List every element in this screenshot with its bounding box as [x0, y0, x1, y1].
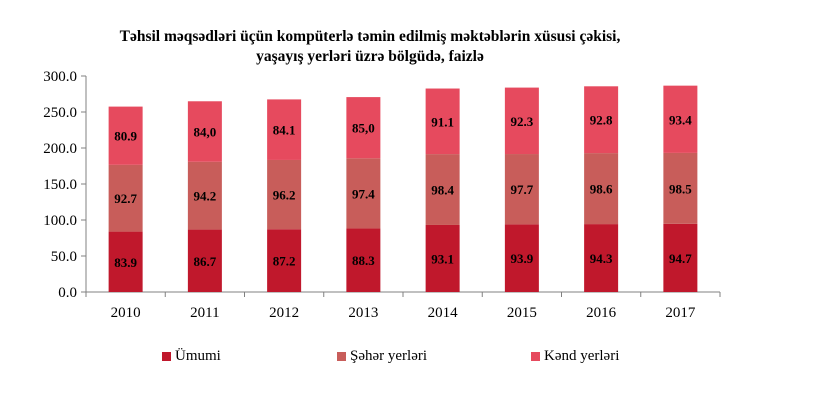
data-label-seher: 97.7: [511, 182, 534, 197]
data-label-kend: 93.4: [669, 112, 692, 127]
x-tick-label: 2015: [507, 305, 537, 321]
x-tick-label: 2013: [348, 305, 378, 321]
data-label-umumi: 87.2: [273, 254, 296, 269]
bar-segment-kend: [425, 88, 460, 155]
data-label-kend: 80.9: [114, 129, 137, 144]
legend-item-kend: Kənd yerləri: [531, 348, 619, 365]
legend-label-umumi: Ümumi: [175, 348, 221, 364]
bar-segment-umumi: [267, 229, 302, 292]
data-label-seher: 98.6: [590, 182, 613, 197]
data-label-umumi: 86.7: [194, 254, 217, 269]
y-tick-label: 100.0: [43, 213, 77, 229]
bar-segment-seher: [504, 154, 539, 225]
data-label-seher: 98.5: [669, 181, 692, 196]
data-label-umumi: 93.9: [511, 251, 534, 266]
bar-segment-kend: [584, 86, 619, 154]
legend-swatch-umumi: [162, 352, 171, 361]
data-label-kend: 92.3: [511, 114, 534, 129]
bar-segment-kend: [267, 99, 302, 160]
data-label-seher: 92.7: [114, 191, 137, 206]
bar-segment-seher: [584, 153, 619, 225]
x-tick-label: 2010: [111, 305, 141, 321]
legend-label-seher: Şəhər yerləri: [350, 348, 428, 364]
bar-segment-umumi: [187, 229, 222, 292]
legend-item-umumi: Ümumi: [162, 348, 221, 365]
bar-segment-kend: [346, 97, 381, 159]
bar-segment-kend: [504, 87, 539, 155]
bar-segment-seher: [346, 158, 381, 229]
data-label-umumi: 93.1: [431, 251, 454, 266]
data-label-umumi: 94.7: [669, 251, 692, 266]
legend-label-kend: Kənd yerləri: [544, 348, 620, 364]
data-label-kend: 92.8: [590, 113, 613, 128]
x-tick-label: 2012: [269, 305, 299, 321]
data-label-umumi: 94.3: [590, 251, 613, 266]
data-label-seher: 94.2: [194, 189, 217, 204]
y-tick-label: 300.0: [43, 69, 77, 85]
legend-item-seher: Şəhər yerləri: [337, 348, 427, 365]
legend-swatch-seher: [337, 352, 346, 361]
y-tick-label: 250.0: [43, 105, 77, 121]
bar-segment-umumi: [346, 228, 381, 292]
bar-segment-seher: [663, 152, 698, 224]
data-label-seher: 98.4: [431, 183, 454, 198]
y-tick-label: 200.0: [43, 141, 77, 157]
data-label-umumi: 83.9: [114, 255, 137, 270]
chart-title: Təhsil məqsədləri üçün kompüterlə təmin …: [60, 27, 680, 67]
x-tick-label: 2016: [586, 305, 617, 321]
data-label-kend: 84,0: [194, 125, 217, 140]
chart-title-line-1: Təhsil məqsədləri üçün kompüterlə təmin …: [119, 28, 621, 45]
bar-segment-seher: [187, 161, 222, 230]
chart-title-line-2: yaşayış yerləri üzrə bölgüdə, faizlə: [256, 48, 484, 65]
data-label-umumi: 88.3: [352, 253, 375, 268]
bar-segment-kend: [108, 106, 143, 165]
bar-segment-umumi: [108, 231, 143, 292]
bar-segment-seher: [267, 159, 302, 230]
y-tick-label: 0.0: [58, 285, 77, 301]
x-tick-label: 2011: [190, 305, 219, 321]
data-label-kend: 84.1: [273, 123, 296, 138]
bar-segment-umumi: [584, 224, 619, 292]
data-label-seher: 97.4: [352, 186, 375, 201]
y-tick-label: 50.0: [51, 249, 77, 265]
chart-legend: Ümumi Şəhər yerləri Kənd yerləri: [0, 348, 814, 370]
data-label-kend: 91.1: [431, 114, 454, 129]
y-tick-label: 150.0: [43, 177, 77, 193]
bar-segment-kend: [663, 85, 698, 153]
data-label-kend: 85,0: [352, 121, 375, 136]
bar-segment-seher: [425, 154, 460, 225]
x-tick-label: 2017: [665, 305, 696, 321]
legend-swatch-kend: [531, 352, 540, 361]
bar-segment-kend: [187, 101, 222, 162]
bar-segment-umumi: [504, 224, 539, 292]
bar-segment-umumi: [425, 224, 460, 292]
data-label-seher: 96.2: [273, 188, 296, 203]
x-tick-label: 2014: [428, 305, 459, 321]
bar-segment-seher: [108, 164, 143, 232]
bar-segment-umumi: [663, 223, 698, 292]
